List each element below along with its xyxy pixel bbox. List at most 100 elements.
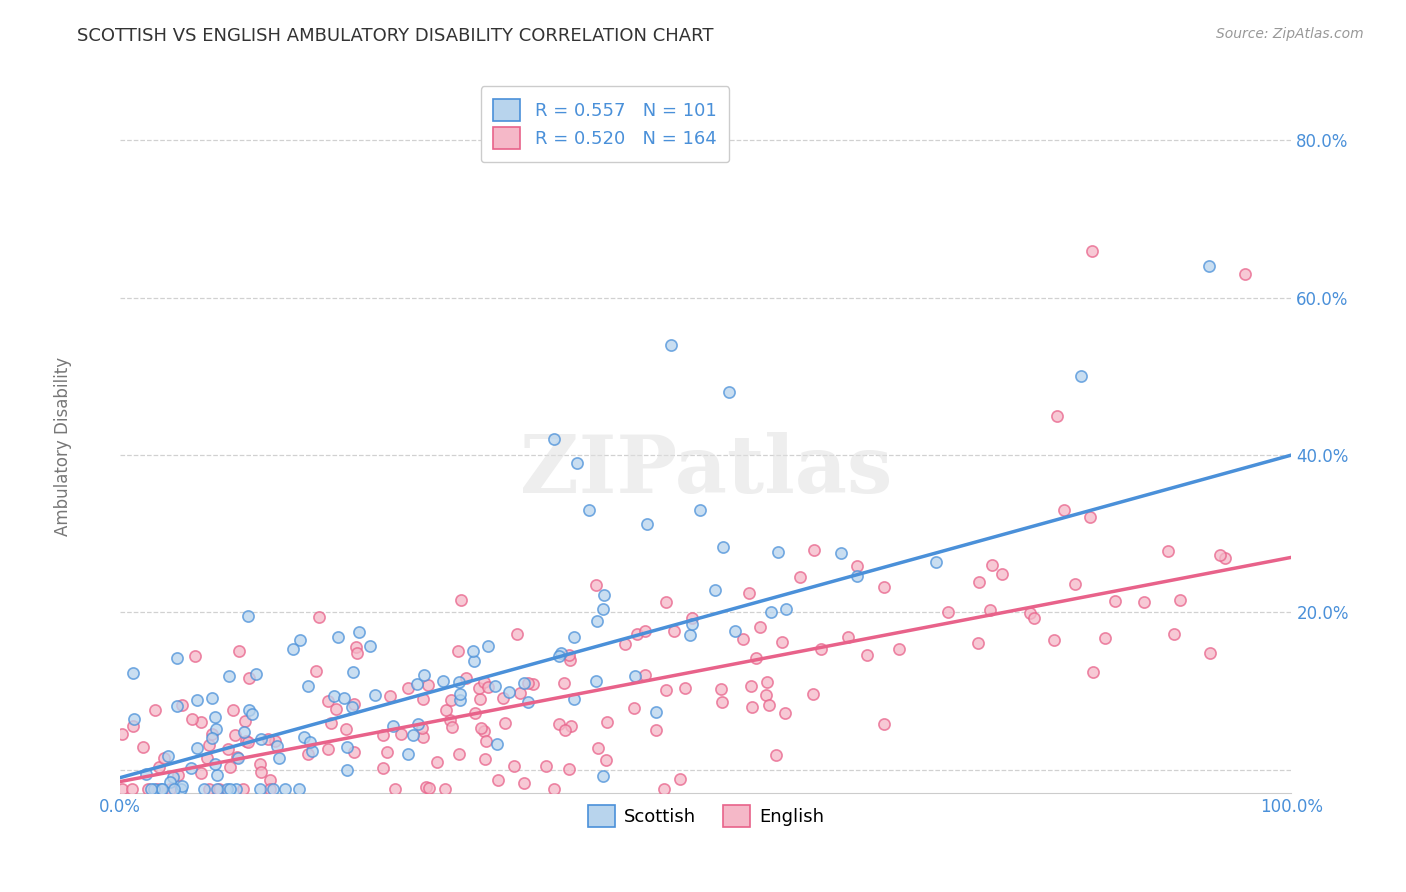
Point [335, 723, 357, 737]
Point [249, 732, 271, 747]
Point [593, 589, 616, 603]
Point [595, 752, 617, 766]
Point [167, 768, 190, 782]
Point [328, 631, 350, 645]
Point [145, 782, 167, 797]
Point [304, 665, 326, 679]
Point [236, 735, 259, 749]
Point [1094, 631, 1116, 645]
Point [333, 691, 356, 706]
Point [389, 727, 412, 741]
Point [1081, 244, 1104, 258]
Point [156, 749, 179, 764]
Point [249, 782, 271, 797]
Point [509, 686, 531, 700]
Legend: Scottish, English: Scottish, English [581, 798, 831, 834]
Point [418, 678, 440, 692]
Point [1233, 267, 1256, 281]
Point [225, 782, 247, 797]
Point [463, 654, 485, 668]
Point [441, 720, 464, 734]
Point [517, 675, 540, 690]
Point [186, 741, 208, 756]
Point [925, 555, 948, 569]
Point [121, 782, 143, 797]
Point [381, 719, 404, 733]
Point [336, 739, 359, 754]
Text: SCOTTISH VS ENGLISH AMBULATORY DISABILITY CORRELATION CHART: SCOTTISH VS ENGLISH AMBULATORY DISABILIT… [77, 27, 714, 45]
Point [281, 642, 304, 657]
Point [596, 714, 619, 729]
Point [516, 695, 538, 709]
Point [396, 681, 419, 695]
Point [198, 738, 221, 752]
Point [586, 740, 609, 755]
Point [547, 717, 569, 731]
Point [718, 385, 741, 400]
Point [267, 750, 290, 764]
Point [340, 699, 363, 714]
Point [316, 693, 339, 707]
Point [232, 782, 254, 797]
Point [347, 624, 370, 639]
Point [201, 731, 224, 746]
Point [316, 742, 339, 756]
Point [143, 782, 166, 797]
Point [513, 776, 536, 790]
Point [472, 724, 495, 739]
Point [679, 628, 702, 642]
Point [633, 624, 655, 639]
Point [668, 772, 690, 787]
Point [1209, 548, 1232, 562]
Point [506, 627, 529, 641]
Point [170, 782, 193, 797]
Point [238, 703, 260, 717]
Point [1063, 577, 1085, 591]
Point [554, 723, 576, 737]
Point [1053, 503, 1076, 517]
Text: Ambulatory Disability: Ambulatory Disability [55, 357, 72, 535]
Point [626, 627, 648, 641]
Point [238, 671, 260, 685]
Point [846, 569, 869, 583]
Point [474, 734, 496, 748]
Point [464, 706, 486, 720]
Point [560, 653, 582, 667]
Point [592, 769, 614, 783]
Point [249, 764, 271, 779]
Point [396, 747, 419, 761]
Point [967, 574, 990, 589]
Point [873, 580, 896, 594]
Point [162, 770, 184, 784]
Point [578, 503, 600, 517]
Point [981, 558, 1004, 572]
Point [321, 716, 343, 731]
Point [652, 781, 675, 796]
Point [737, 585, 759, 599]
Point [384, 782, 406, 797]
Point [810, 642, 832, 657]
Point [292, 730, 315, 744]
Point [308, 609, 330, 624]
Point [681, 617, 703, 632]
Point [411, 721, 433, 735]
Point [979, 603, 1001, 617]
Point [645, 705, 668, 719]
Point [468, 692, 491, 706]
Point [163, 782, 186, 797]
Point [263, 734, 285, 748]
Point [801, 688, 824, 702]
Point [449, 687, 471, 701]
Point [689, 503, 711, 517]
Point [226, 750, 249, 764]
Point [110, 782, 132, 797]
Point [745, 651, 768, 665]
Point [426, 755, 449, 769]
Point [758, 698, 780, 713]
Point [180, 712, 202, 726]
Point [558, 762, 581, 776]
Point [1156, 544, 1178, 558]
Point [681, 611, 703, 625]
Point [152, 750, 174, 764]
Point [262, 782, 284, 797]
